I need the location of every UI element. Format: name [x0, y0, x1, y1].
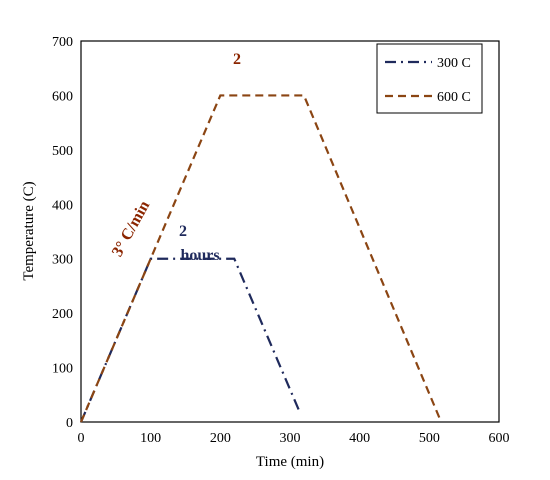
- series-layer: [79, 94, 443, 423]
- x-tick-label: 500: [419, 431, 440, 446]
- y-tick-label: 100: [52, 362, 73, 377]
- plot-frame: [80, 40, 500, 423]
- x-tick-label: 400: [349, 431, 370, 446]
- y-tick-label: 200: [52, 307, 73, 322]
- series-line-300-c: [79, 257, 302, 423]
- annotation-hold-600: 2: [233, 51, 241, 68]
- y-tick-label: 300: [52, 253, 73, 268]
- x-tick-label: 600: [489, 431, 510, 446]
- legend: 300 C 600 C: [376, 43, 483, 114]
- y-tick-label: 500: [52, 144, 73, 159]
- x-tick-label: 200: [210, 431, 231, 446]
- y-tick-label: 700: [52, 35, 73, 50]
- x-axis-ticks: 0 100 200 300 400 500 600: [78, 431, 510, 446]
- x-tick-label: 0: [78, 431, 85, 446]
- y-tick-label: 400: [52, 198, 73, 213]
- annotation-hold-300-line1: 2: [179, 223, 187, 240]
- y-axis-title: Temperature (C): [21, 181, 37, 280]
- x-axis-title: Time (min): [256, 454, 324, 470]
- legend-box: [376, 43, 483, 114]
- x-tick-label: 100: [140, 431, 161, 446]
- annotation-rate: 3° C/min: [109, 198, 154, 260]
- y-tick-label: 600: [52, 89, 73, 104]
- y-axis-ticks: 0 100 200 300 400 500 600 700: [52, 35, 73, 431]
- legend-label-600c: 600 C: [437, 90, 471, 105]
- x-tick-label: 300: [280, 431, 301, 446]
- y-tick-label: 0: [66, 416, 73, 431]
- legend-label-300c: 300 C: [437, 56, 471, 71]
- annotation-hold-300-line2: hours: [180, 247, 219, 264]
- series-line-600-c: [79, 94, 443, 423]
